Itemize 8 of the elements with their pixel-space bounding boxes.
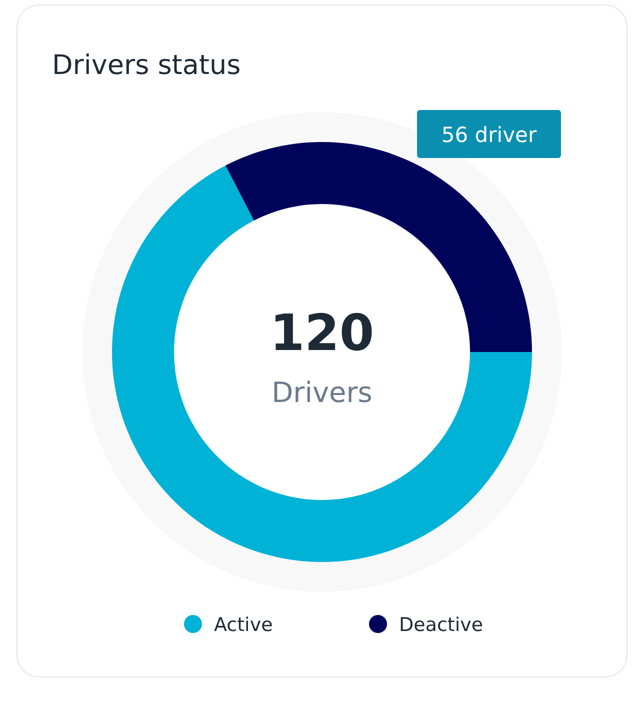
text: Drivers: [272, 376, 372, 409]
text: 120: [270, 304, 374, 362]
legend-label: Active: [214, 614, 273, 636]
text: 56 driver: [441, 123, 537, 147]
chart-title: Drivers status: [52, 50, 241, 81]
donut-slice: [225, 142, 532, 352]
donut-slice: [112, 165, 532, 562]
legend-label: Deactive: [399, 614, 484, 636]
